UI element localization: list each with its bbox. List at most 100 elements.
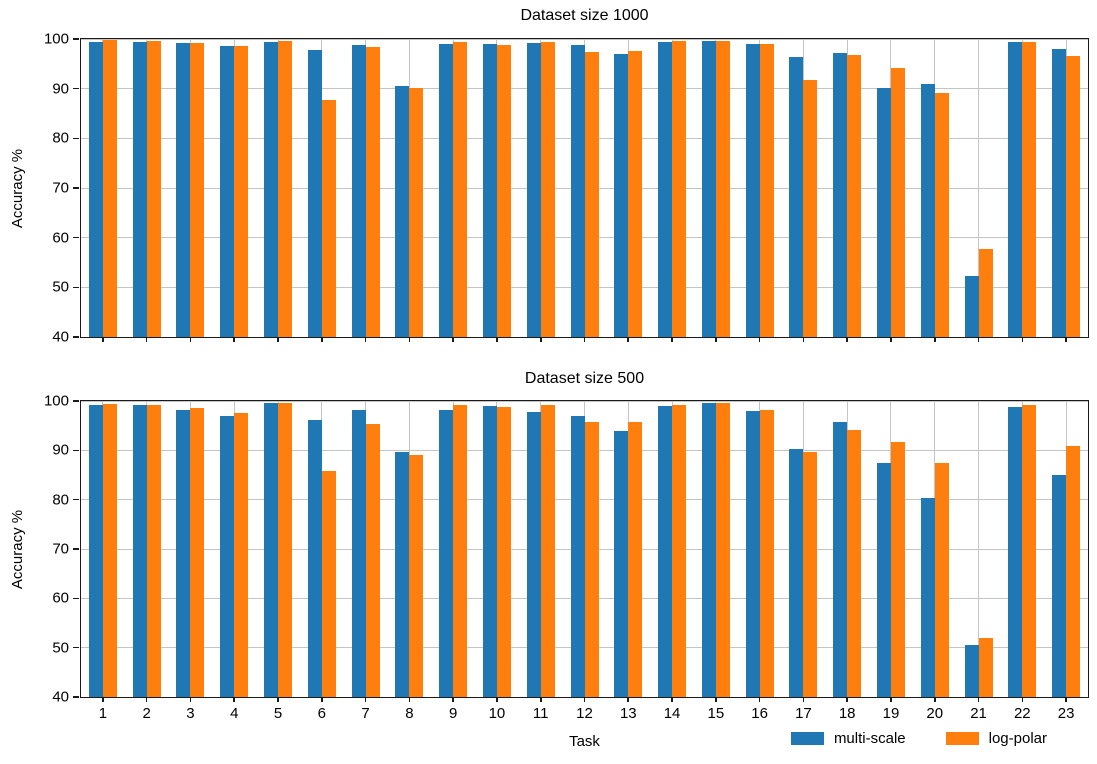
bar-log-polar-task-14 [672, 40, 687, 337]
y-tick-label: 40 [52, 688, 69, 706]
bar-multi-scale-task-2 [132, 405, 147, 697]
bar-log-polar-task-11 [540, 405, 555, 697]
bar-log-polar-task-18 [847, 429, 862, 697]
bar-multi-scale-task-6 [307, 49, 322, 337]
bar-multi-scale-task-20 [920, 497, 935, 697]
bar-log-polar-task-5 [278, 403, 293, 697]
x-tick-mark [933, 336, 936, 342]
bar-multi-scale-task-16 [745, 410, 760, 697]
bar-log-polar-task-17 [803, 452, 818, 697]
y-tick-label: 100 [43, 30, 69, 48]
bar-multi-scale-task-18 [833, 421, 848, 697]
x-tick-mark [102, 336, 104, 342]
x-tick-mark [933, 696, 936, 702]
gridline-vertical [978, 401, 980, 697]
x-tick-label: 19 [882, 705, 900, 722]
bar-multi-scale-task-11 [526, 411, 541, 697]
y-tick-label: 80 [52, 129, 69, 147]
bar-log-polar-task-23 [1066, 445, 1081, 697]
x-tick-mark [715, 336, 717, 342]
x-tick-mark [452, 336, 454, 342]
y-tick-label: 70 [52, 179, 69, 197]
bar-log-polar-task-7 [365, 46, 380, 337]
bar-log-polar-task-10 [496, 45, 511, 337]
bar-log-polar-task-12 [584, 421, 599, 697]
x-tick-mark [846, 696, 848, 702]
bar-log-polar-task-20 [934, 93, 949, 337]
legend-label: log-polar [988, 730, 1047, 747]
y-tick-mark [73, 646, 79, 649]
bar-log-polar-task-16 [759, 43, 774, 337]
bar-log-polar-task-15 [715, 403, 730, 697]
x-tick-mark [627, 336, 630, 342]
legend: multi-scale log-polar [790, 730, 1047, 747]
x-tick-mark [539, 696, 542, 702]
bar-log-polar-task-2 [146, 404, 161, 697]
bar-multi-scale-task-3 [176, 410, 191, 697]
x-tick-mark [233, 696, 236, 702]
plot-area: 40 50 60 70 80 90 100 [44, 32, 1089, 345]
bar-multi-scale-task-3 [176, 42, 191, 337]
bar-log-polar-task-6 [321, 99, 336, 337]
bar-multi-scale-task-23 [1052, 49, 1067, 337]
x-tick-label: 5 [273, 705, 283, 722]
x-tick-label: 7 [361, 705, 370, 722]
bar-multi-scale-task-14 [658, 405, 673, 697]
y-tick-label: 40 [52, 328, 69, 346]
x-tick-mark [890, 696, 892, 702]
y-tick-mark [73, 400, 79, 402]
x-tick-mark [583, 696, 586, 702]
legend-label: multi-scale [833, 730, 906, 747]
x-tick-mark [1065, 336, 1067, 342]
y-tick-label: 50 [52, 639, 69, 657]
bar-multi-scale-task-13 [614, 431, 629, 697]
x-tick-label: 10 [488, 705, 506, 722]
x-tick-label: 1 [98, 705, 108, 722]
log-polar-swatch-icon [945, 732, 979, 745]
bar-multi-scale-task-4 [220, 45, 235, 337]
bar-log-polar-task-4 [234, 46, 249, 337]
bar-multi-scale-task-16 [745, 44, 760, 337]
bar-log-polar-task-15 [715, 40, 730, 337]
x-tick-label: 8 [405, 705, 414, 722]
x-tick-mark [627, 696, 630, 702]
bar-multi-scale-task-7 [351, 410, 366, 697]
x-tick-mark [102, 696, 104, 702]
legend-item-multi-scale: multi-scale [790, 730, 906, 747]
bar-multi-scale-task-20 [920, 83, 935, 337]
x-tick-label: 13 [619, 705, 637, 722]
x-tick-mark [758, 336, 761, 342]
bar-multi-scale-task-17 [789, 448, 804, 697]
x-tick-label: 12 [576, 705, 593, 722]
x-tick-mark [408, 696, 411, 702]
y-tick-mark [73, 87, 79, 90]
bar-log-polar-task-12 [584, 52, 599, 337]
x-tick-label: 16 [751, 705, 768, 722]
y-tick-mark [73, 286, 79, 289]
bar-multi-scale-task-15 [701, 403, 716, 697]
x-tick-label: 15 [707, 705, 725, 722]
bar-multi-scale-task-13 [614, 53, 629, 337]
y-tick-mark [73, 449, 79, 452]
x-tick-label: 22 [1013, 705, 1031, 722]
bar-multi-scale-task-17 [789, 56, 804, 337]
y-tick-mark [73, 236, 79, 239]
bar-log-polar-task-4 [234, 413, 249, 697]
bar-multi-scale-task-22 [1008, 407, 1023, 697]
x-tick-label: 9 [448, 705, 458, 722]
y-tick-label: 70 [52, 540, 69, 558]
bar-log-polar-task-3 [190, 43, 205, 337]
x-tick-mark [671, 696, 673, 702]
x-tick-mark [408, 336, 411, 342]
y-axis-label: Accuracy % [9, 509, 27, 590]
x-tick-mark [189, 336, 192, 342]
y-tick-label: 100 [43, 392, 69, 410]
bar-multi-scale-task-6 [307, 420, 322, 697]
bar-log-polar-task-22 [1022, 405, 1037, 697]
bar-multi-scale-task-21 [964, 275, 979, 337]
y-tick-mark [73, 597, 79, 600]
bar-multi-scale-task-14 [658, 41, 673, 337]
bar-multi-scale-task-23 [1052, 475, 1067, 697]
bar-log-polar-task-8 [409, 455, 424, 697]
legend-item-log-polar: log-polar [945, 730, 1047, 747]
